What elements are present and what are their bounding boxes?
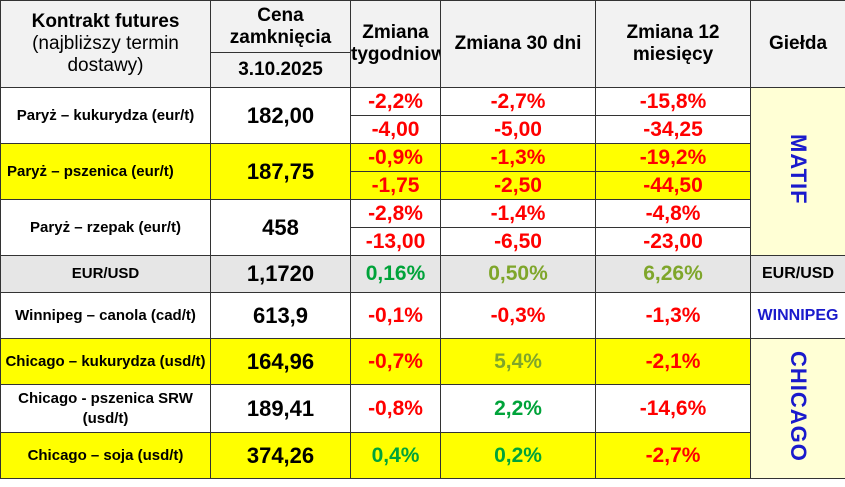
change-12m-pct: -2,7%	[595, 432, 751, 479]
contract-name: Paryż – kukurydza (eur/t)	[0, 87, 211, 144]
contract-name: Winnipeg – canola (cad/t)	[0, 292, 211, 339]
header-row-date: 3.10.2025	[1, 52, 845, 88]
contract-name: EUR/USD	[0, 255, 211, 293]
exchange-winnipeg: WINNIPEG	[750, 292, 845, 339]
weekly-change-pct: -0,9%	[350, 143, 441, 172]
table-row-abs: -4,00 -5,00 -34,25	[1, 115, 845, 144]
contract-name: Chicago - pszenica SRW (usd/t)	[0, 384, 211, 433]
header-12m-change: Zmiana 12 miesięcy	[595, 0, 751, 88]
table-row: Chicago - pszenica SRW (usd/t) 189,41 -0…	[0, 384, 845, 433]
change-12m-abs: -34,25	[595, 115, 751, 144]
change-30d-abs: -2,50	[440, 171, 596, 200]
contract-name: Paryż – pszenica (eur/t)	[0, 143, 211, 200]
table-row: Winnipeg – canola (cad/t) 613,9 -0,1% -0…	[0, 292, 845, 339]
contract-name: Paryż – rzepak (eur/t)	[0, 199, 211, 256]
exchange-label: CHICAGO	[786, 350, 811, 462]
close-price: 187,75	[210, 143, 351, 200]
contract-name: Chicago – kukurydza (usd/t)	[0, 338, 211, 385]
table-row: Paryż – rzepak (eur/t) 458 -2,8% -1,4% -…	[0, 199, 845, 256]
exchange-label: MATIF	[786, 133, 811, 205]
weekly-change-pct: -0,8%	[350, 384, 441, 433]
change-30d-pct: 0,50%	[440, 255, 596, 293]
weekly-change-pct: 0,16%	[350, 255, 441, 293]
header-close-price: Cena zamknięcia	[210, 0, 351, 53]
header-contract-title: Kontrakt futures	[31, 11, 180, 33]
weekly-change-pct: 0,4%	[350, 432, 441, 479]
change-12m-pct: -4,8%	[595, 199, 751, 228]
close-price: 189,41	[210, 384, 351, 433]
close-price: 374,26	[210, 432, 351, 479]
weekly-change-abs: -1,75	[350, 171, 441, 200]
change-12m-abs: -23,00	[595, 227, 751, 256]
weekly-change-pct: -0,7%	[350, 338, 441, 385]
change-12m-pct: 6,26%	[595, 255, 751, 293]
table-row: Paryż – pszenica (eur/t) 187,75 -0,9% -1…	[0, 143, 845, 200]
contract-name: Chicago – soja (usd/t)	[0, 432, 211, 479]
weekly-change-abs: -4,00	[350, 115, 441, 144]
header-row: Kontrakt futures (najbliższy termin dost…	[0, 0, 845, 88]
change-12m-pct: -1,3%	[595, 292, 751, 339]
change-30d-pct: -2,7%	[440, 87, 596, 116]
change-30d-pct: -0,3%	[440, 292, 596, 339]
change-30d-pct: 0,2%	[440, 432, 596, 479]
change-12m-abs: -44,50	[595, 171, 751, 200]
table-row: Chicago – kukurydza (usd/t) 164,96 -0,7%…	[0, 338, 845, 479]
header-exchange: Giełda	[750, 0, 845, 88]
exchange-matif: MATIF	[750, 87, 845, 256]
header-30d-change: Zmiana 30 dni	[440, 0, 596, 88]
close-price: 458	[210, 199, 351, 256]
exchange-eurusd: EUR/USD	[750, 255, 845, 293]
table-row-abs: -13,00 -6,50 -23,00	[1, 227, 845, 256]
change-30d-pct: 2,2%	[440, 384, 596, 433]
weekly-change-pct: -0,1%	[350, 292, 441, 339]
table-row: Chicago – soja (usd/t) 374,26 0,4% 0,2% …	[0, 432, 845, 479]
change-12m-pct: -2,1%	[595, 338, 751, 385]
change-30d-pct: 5,4%	[440, 338, 596, 385]
change-30d-pct: -1,4%	[440, 199, 596, 228]
weekly-change-pct: -2,2%	[350, 87, 441, 116]
header-weekly-change: Zmiana tygodniowa	[350, 0, 441, 88]
header-contract-sub: (najbliższy termin dostawy)	[32, 33, 179, 76]
close-price: 164,96	[210, 338, 351, 385]
table-row-abs: -1,75 -2,50 -44,50	[1, 171, 845, 200]
close-price: 1,1720	[210, 255, 351, 293]
close-price: 182,00	[210, 87, 351, 144]
change-30d-pct: -1,3%	[440, 143, 596, 172]
exchange-chicago: CHICAGO	[750, 338, 845, 479]
change-12m-pct: -14,6%	[595, 384, 751, 433]
change-30d-abs: -5,00	[440, 115, 596, 144]
weekly-change-abs: -13,00	[350, 227, 441, 256]
exchange-label: EUR/USD	[761, 265, 834, 282]
change-12m-pct: -15,8%	[595, 87, 751, 116]
table-row: EUR/USD 1,1720 0,16% 0,50% 6,26% EUR/USD	[0, 255, 845, 293]
header-contract: Kontrakt futures (najbliższy termin dost…	[0, 0, 211, 88]
table-row: Paryż – kukurydza (eur/t) 182,00 -2,2% -…	[0, 87, 845, 256]
close-price: 613,9	[210, 292, 351, 339]
change-12m-pct: -19,2%	[595, 143, 751, 172]
exchange-label: WINNIPEG	[757, 306, 839, 324]
weekly-change-pct: -2,8%	[350, 199, 441, 228]
change-30d-abs: -6,50	[440, 227, 596, 256]
header-date: 3.10.2025	[210, 52, 351, 88]
